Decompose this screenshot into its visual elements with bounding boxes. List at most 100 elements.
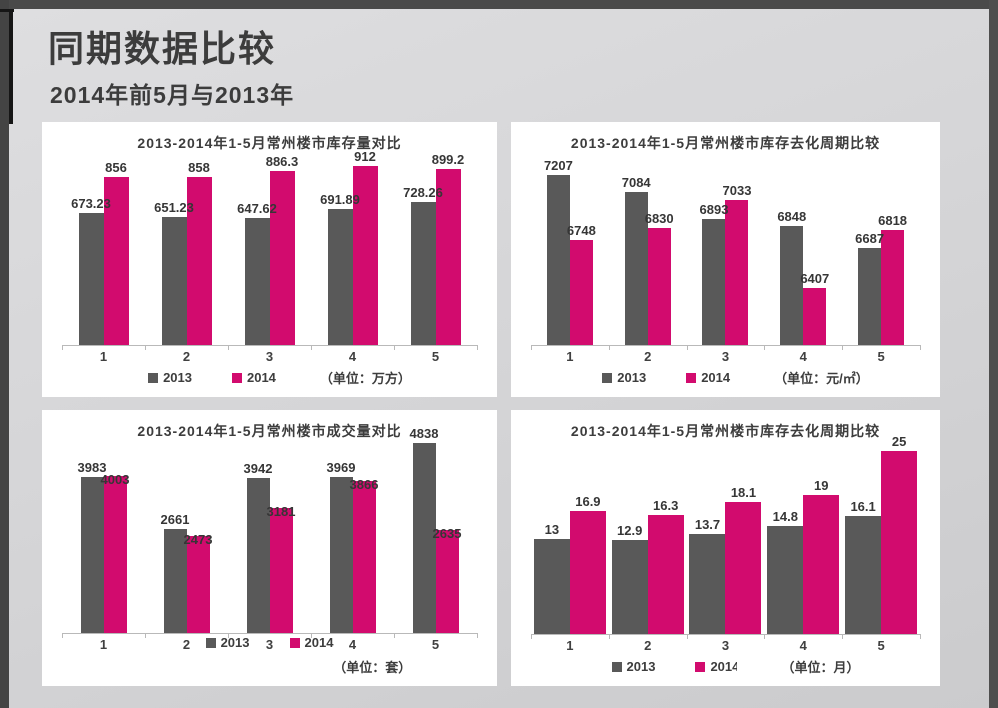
bar-2013-month-3 bbox=[246, 478, 270, 634]
bar-2013-month-4 bbox=[780, 226, 804, 345]
legend-label: 2014 bbox=[701, 370, 731, 385]
bar-value-label: 3942 bbox=[243, 461, 273, 477]
bar-group: 12.9 16.3 bbox=[609, 444, 687, 634]
bar-value-label: 647.62 bbox=[237, 201, 277, 217]
axis-tick bbox=[62, 633, 63, 639]
bar-value-label: 7084 bbox=[621, 175, 651, 190]
chart-legend: 2013 2014 （单位：月） bbox=[511, 657, 940, 676]
bar-value-label: 3983 bbox=[77, 460, 107, 476]
x-axis-label: 2 bbox=[644, 638, 652, 653]
x-axis-label: 2 bbox=[644, 349, 652, 364]
x-axis-label: 3 bbox=[721, 638, 730, 653]
bar-2014-month-2 bbox=[647, 228, 671, 345]
x-axis-label: 5 bbox=[877, 638, 885, 653]
bar-2013-month-2 bbox=[611, 540, 648, 634]
chart-grid: 2013-2014年1-5月常州楼市库存量对比 673.23 856 651.23 85… bbox=[42, 122, 940, 686]
x-axis-label: 1 bbox=[566, 349, 574, 364]
chart-title: 2013-2014年1-5月常州楼市库存去化周期比较 bbox=[570, 423, 881, 439]
bar-2013-month-4 bbox=[327, 209, 353, 346]
bar-group: 673.23 856 bbox=[62, 153, 145, 346]
bar-group: 728.26 899.2 bbox=[394, 153, 477, 346]
bar-2013-month-2 bbox=[163, 529, 187, 634]
bar-2014-month-5 bbox=[435, 530, 459, 634]
bar-2014-month-5 bbox=[435, 169, 461, 346]
bar-2013-month-1 bbox=[533, 539, 570, 634]
bar-value-label: 651.23 bbox=[154, 200, 194, 216]
bar-2013-month-3 bbox=[689, 534, 726, 634]
panel-bottom-padding bbox=[42, 676, 497, 686]
bar-2014-month-4 bbox=[352, 481, 376, 634]
bar-group: 3969 3866 bbox=[311, 441, 394, 634]
window-frame-left-accent bbox=[9, 9, 13, 124]
bar-2013-month-1 bbox=[80, 477, 104, 634]
bar-2013-month-2 bbox=[161, 217, 187, 346]
legend-swatch-icon bbox=[148, 372, 159, 383]
axis-tick bbox=[920, 634, 921, 639]
bar-value-label: 673.23 bbox=[71, 196, 111, 212]
bar-value-label: 3969 bbox=[326, 460, 356, 476]
bar-value-label: 6818 bbox=[878, 213, 908, 228]
axis-tick bbox=[686, 345, 688, 350]
bar-2014-month-3 bbox=[269, 508, 293, 634]
bar-2014-month-5 bbox=[881, 230, 905, 345]
bar-value-label: 13 bbox=[544, 522, 560, 537]
axis-tick bbox=[531, 345, 532, 350]
chart-title: 2013-2014年1-5月常州楼市库存去化周期比较 bbox=[570, 135, 881, 151]
bar-2014-month-3 bbox=[725, 200, 749, 345]
legend-item-2013: 2013 bbox=[611, 659, 656, 674]
bar-value-label: 856 bbox=[105, 160, 127, 176]
bar-group: 647.62 886.3 bbox=[228, 153, 311, 346]
bar-value-label: 4838 bbox=[409, 426, 439, 442]
legend-item-2014: 2014 bbox=[231, 370, 276, 386]
bar-value-label: 912 bbox=[354, 149, 376, 165]
bar-group: 7207 6748 bbox=[531, 155, 609, 345]
panel-bottom-padding bbox=[42, 387, 497, 397]
window-frame-top bbox=[0, 0, 998, 9]
bar-value-label: 6687 bbox=[855, 231, 885, 246]
x-axis-label: 3 bbox=[265, 637, 274, 653]
axis-tick bbox=[764, 634, 766, 639]
x-axis-label: 5 bbox=[431, 637, 440, 653]
bar-value-label: 12.9 bbox=[617, 523, 643, 538]
legend-item-2014: 2014 bbox=[686, 370, 730, 385]
bar-2013-month-5 bbox=[412, 443, 436, 634]
x-axis-label: 4 bbox=[799, 638, 807, 653]
bar-value-label: 6830 bbox=[644, 211, 674, 226]
x-axis-label: 3 bbox=[265, 349, 274, 365]
legend-label: 2014 bbox=[246, 370, 276, 386]
bar-group: 3983 4003 bbox=[62, 441, 145, 634]
bar-2013-month-1 bbox=[78, 213, 104, 346]
bar-value-label: 16.9 bbox=[575, 494, 601, 509]
axis-tick bbox=[477, 633, 478, 639]
chart-legend: 2013 2014 （单位：万方） bbox=[42, 368, 497, 387]
bar-2014-month-4 bbox=[803, 288, 827, 345]
unit-label: （单位：套） bbox=[333, 660, 412, 676]
unit-label: （单位：万方） bbox=[319, 371, 411, 387]
bar-2014-month-1 bbox=[569, 511, 606, 634]
bar-value-label: 899.2 bbox=[431, 152, 465, 168]
bar-group: 13 16.9 bbox=[531, 444, 609, 634]
legend-swatch-icon bbox=[686, 372, 697, 383]
page-subtitle: 2014年前5月与2013年 bbox=[50, 82, 295, 108]
bar-group: 691.89 912 bbox=[311, 150, 394, 346]
axis-tick bbox=[62, 345, 63, 351]
axis-tick bbox=[145, 633, 146, 639]
plot-area: 3983 4003 2661 2473 3942 3181 3969 3866 4838 2635 bbox=[62, 427, 478, 639]
plot-area: 13 16.9 12.9 16.3 13.7 18.1 14.8 19 16.1 25 bbox=[531, 435, 921, 639]
x-axis-label: 2 bbox=[182, 637, 191, 653]
bar-value-label: 25 bbox=[891, 434, 907, 449]
axis-tick bbox=[608, 634, 610, 639]
axis-tick bbox=[311, 345, 312, 351]
bar-group: 2661 2473 bbox=[145, 441, 228, 634]
bar-2014-month-3 bbox=[269, 171, 295, 346]
legend-swatch-icon bbox=[695, 661, 706, 672]
bar-group: 6687 6818 bbox=[842, 155, 920, 345]
bar-2013-month-2 bbox=[624, 192, 648, 345]
chart-title: 2013-2014年1-5月常州楼市成交量对比 bbox=[137, 423, 402, 439]
bar-value-label: 6407 bbox=[800, 271, 830, 286]
legend-swatch-icon bbox=[231, 372, 242, 383]
unit-label: （单位：元/㎡） bbox=[774, 371, 869, 386]
x-axis-labels: 1 2 3 4 5 bbox=[531, 638, 920, 653]
legend-label: 2013 bbox=[626, 659, 656, 674]
x-axis-label: 3 bbox=[721, 349, 730, 364]
